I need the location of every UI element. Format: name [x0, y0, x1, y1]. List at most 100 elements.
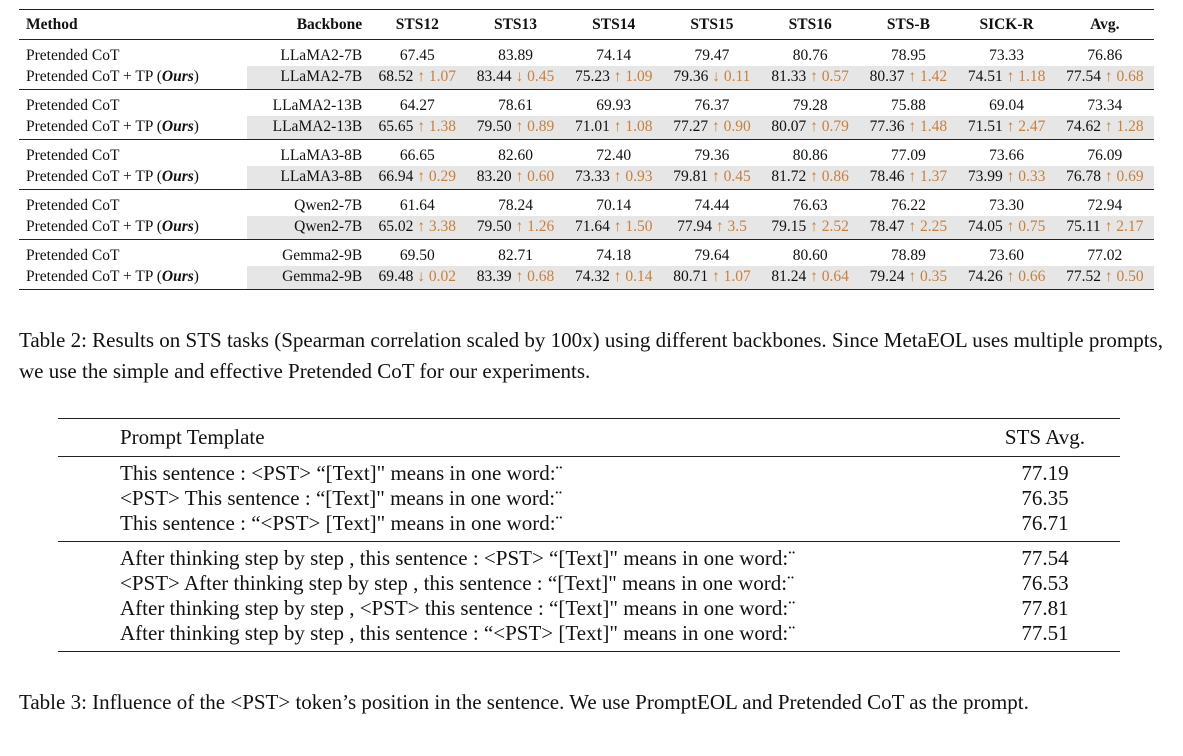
- score-cell: 79.64: [694, 246, 730, 264]
- delta-value: ↑ 0.60: [515, 167, 555, 185]
- score-cell: 74.18: [596, 246, 632, 264]
- pst-table-header: Prompt Template STS Avg.: [58, 419, 1120, 456]
- score-value: 74.51: [967, 67, 1003, 85]
- delta-value: ↑ 0.93: [613, 167, 653, 185]
- backbone-cell: LLaMA3-8B: [247, 166, 369, 190]
- score-cell: 67.45: [399, 46, 435, 64]
- table-row: Pretended CoT Qwen2-7B 61.64 78.24 70.14 74.4…: [19, 190, 1154, 217]
- sts-avg-cell: 76.53: [1021, 571, 1069, 595]
- score-cell: 75.11 ↑ 2.17: [1055, 216, 1154, 240]
- score-value: 81.72: [771, 167, 807, 185]
- score-cell: 77.27 ↑ 0.90: [662, 116, 762, 140]
- score-value: 77.94: [677, 217, 712, 235]
- delta-value: ↑ 2.25: [908, 217, 948, 235]
- score-cell: 80.71 ↑ 1.07: [662, 266, 762, 290]
- prompteol-block: This sentence : <PST> “[Text]" means in …: [58, 457, 1120, 541]
- method-label: Pretended CoT + TP (: [26, 67, 162, 85]
- score-cell: 68.52 ↑ 1.07: [368, 66, 467, 90]
- delta-value: ↑ 0.57: [810, 67, 849, 85]
- method-close: ): [193, 117, 199, 135]
- method-cell: Pretended CoT + TP (Ours): [19, 116, 247, 140]
- delta-value: ↑ 2.17: [1104, 217, 1144, 235]
- pretended-cot-block: After thinking step by step , this sente…: [58, 542, 1120, 651]
- score-value: 65.02: [378, 217, 414, 235]
- delta-value: ↑ 0.89: [515, 117, 555, 135]
- method-cell: Pretended CoT: [26, 46, 120, 64]
- score-value: 74.26: [967, 267, 1003, 285]
- score-cell: 83.89: [498, 46, 533, 64]
- delta-value: ↑ 0.29: [417, 167, 457, 185]
- score-cell: 79.50 ↑ 0.89: [466, 116, 565, 140]
- score-cell: 74.44: [694, 196, 730, 214]
- delta-value: ↓ 0.02: [417, 267, 457, 285]
- score-value: 83.20: [476, 167, 512, 185]
- prompt-template-cell: <PST> This sentence : “[Text]" means in …: [120, 486, 563, 510]
- delta-value: ↑ 0.33: [1006, 167, 1046, 185]
- score-cell: 80.07 ↑ 0.79: [761, 116, 860, 140]
- score-cell: 80.60: [792, 246, 828, 264]
- score-value: 80.37: [869, 67, 905, 85]
- score-cell: 76.63: [792, 196, 828, 214]
- score-value: 81.33: [771, 67, 807, 85]
- score-cell: 77.52 ↑ 0.50: [1055, 266, 1154, 290]
- ours-label: Ours: [161, 117, 194, 135]
- score-cell: 80.37 ↑ 1.42: [859, 66, 958, 90]
- delta-value: ↑ 3.38: [417, 217, 457, 235]
- ours-label: Ours: [161, 67, 194, 85]
- prompt-template-cell: This sentence : <PST> “[Text]" means in …: [120, 461, 563, 485]
- delta-value: ↑ 1.07: [711, 267, 751, 285]
- score-value: 83.39: [476, 267, 512, 285]
- score-cell: 82.71: [498, 246, 533, 264]
- table-row-ours: Pretended CoT + TP (Ours) LLaMA2-13B 65.65…: [19, 116, 1154, 140]
- score-cell: 79.50 ↑ 1.26: [466, 216, 565, 240]
- score-cell: 65.02 ↑ 3.38: [368, 216, 467, 240]
- method-cell: Pretended CoT: [26, 196, 120, 214]
- score-cell: 69.50: [399, 246, 435, 264]
- score-cell: 72.40: [596, 146, 632, 164]
- score-cell: 78.95: [890, 46, 926, 64]
- table-row: Pretended CoT LLaMA2-13B 64.27 78.61 69.93 76…: [19, 90, 1154, 117]
- column-header: STS12: [395, 16, 439, 33]
- delta-value: ↑ 0.75: [1006, 217, 1046, 235]
- backbone-cell: Qwen2-7B: [247, 216, 369, 240]
- backbone-cell: LLaMA2-13B: [247, 116, 369, 140]
- sts-avg-cell: 76.35: [1021, 486, 1069, 510]
- template-row: <PST> This sentence : “[Text]" means in …: [58, 486, 1120, 511]
- score-cell: 78.47 ↑ 2.25: [859, 216, 958, 240]
- method-label: Pretended CoT + TP (: [26, 117, 162, 135]
- score-cell: 83.44 ↓ 0.45: [466, 66, 565, 90]
- score-value: 68.52: [378, 67, 414, 85]
- score-value: 77.54: [1066, 67, 1101, 85]
- table-row-ours: Pretended CoT + TP (Ours) LLaMA3-8B 66.94 …: [19, 166, 1154, 190]
- score-cell: 70.14: [596, 196, 632, 214]
- score-value: 79.15: [771, 217, 807, 235]
- backbone-cell: Gemma2-9B: [282, 246, 363, 264]
- score-cell: 76.22: [890, 196, 926, 214]
- method-cell: Pretended CoT: [26, 96, 120, 114]
- prompt-template-cell: After thinking step by step , this sente…: [120, 621, 796, 645]
- score-value: 74.32: [574, 267, 610, 285]
- table-row: Pretended CoT Gemma2-9B 69.50 82.71 74.18 79.…: [19, 240, 1154, 267]
- score-cell: 74.26 ↑ 0.66: [957, 266, 1056, 290]
- column-header: STS15: [690, 16, 734, 33]
- delta-value: ↑ 0.68: [1104, 67, 1144, 85]
- delta-value: ↑ 0.14: [613, 267, 653, 285]
- delta-value: ↑ 0.50: [1104, 267, 1144, 285]
- results-table-header: Method Backbone STS12 STS13 STS14 STS15 STS16 S…: [19, 9, 1154, 40]
- score-cell: 81.33 ↑ 0.57: [761, 66, 860, 90]
- score-cell: 73.60: [989, 246, 1025, 264]
- table2-caption: Table 2: Results on STS tasks (Spearman …: [19, 328, 1163, 383]
- prompt-template-cell: This sentence : “<PST> [Text]" means in …: [120, 511, 563, 535]
- score-value: 77.36: [869, 117, 905, 135]
- score-cell: 79.81 ↑ 0.45: [662, 166, 762, 190]
- score-cell: 79.24 ↑ 0.35: [859, 266, 958, 290]
- score-cell: 74.32 ↑ 0.14: [564, 266, 663, 290]
- score-cell: 81.24 ↑ 0.64: [761, 266, 860, 290]
- score-cell: 78.61: [498, 96, 533, 114]
- score-value: 79.50: [476, 217, 512, 235]
- score-cell: 73.30: [989, 196, 1025, 214]
- delta-value: ↑ 0.79: [810, 117, 849, 135]
- column-header: Avg.: [1090, 16, 1120, 33]
- column-header: STS16: [788, 16, 832, 33]
- score-cell: 74.14: [596, 46, 632, 64]
